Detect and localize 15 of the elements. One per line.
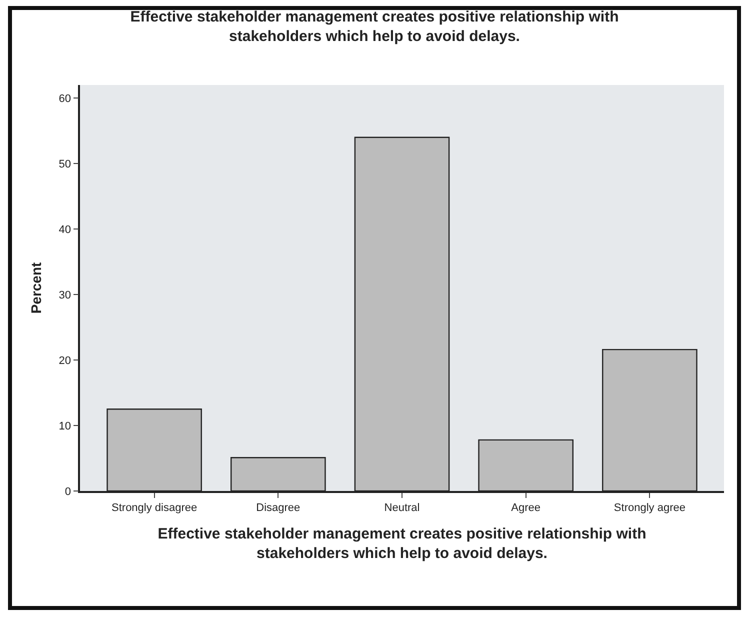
y-tick-label: 0 (64, 486, 72, 498)
y-axis-title: Percent (28, 262, 44, 314)
y-tick-label: 30 (58, 289, 72, 302)
y-tick-label: 50 (58, 158, 72, 170)
y-tick-label: 60 (58, 92, 72, 105)
x-tick-label: Strongly agree (614, 502, 686, 514)
x-axis-title: Effective stakeholder management creates positive relationship with stakeholders which help to avoid delays. (158, 525, 646, 562)
y-tick-label: 40 (58, 224, 72, 236)
x-tick-label: Agree (511, 502, 541, 514)
y-tick-label: 10 (58, 420, 72, 432)
y-tick-label: 20 (58, 354, 72, 367)
x-tick-label: Disagree (256, 502, 300, 514)
x-tick-label: Neutral (384, 502, 420, 514)
chart-title: Effective stakeholder management creates positive relationship with stakeholders which help to avoid delays. (130, 8, 619, 46)
x-tick-label: Strongly disagree (112, 502, 198, 514)
